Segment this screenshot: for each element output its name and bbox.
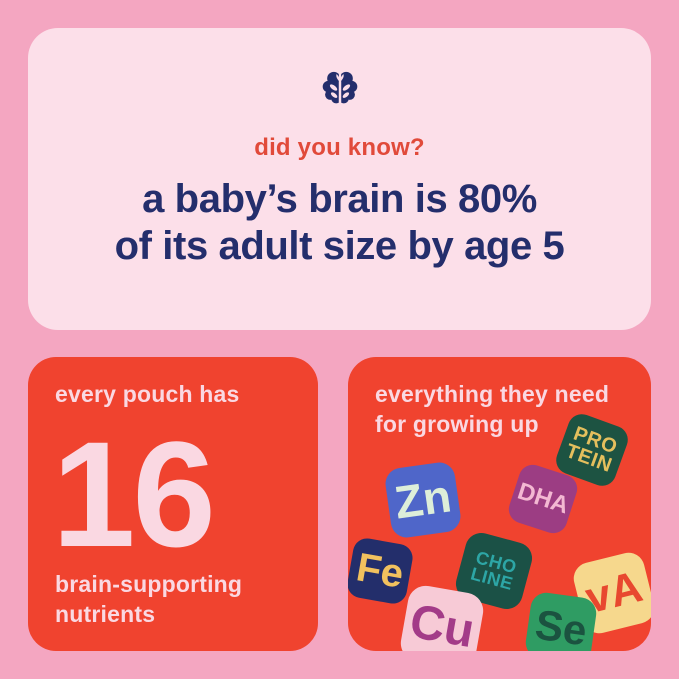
nutrient-tile-iron: Fe [348,536,415,606]
kicker-text: did you know? [254,134,425,161]
left-card-caption: brain-supporting nutrients [55,571,243,628]
left-card-heading: every pouch has [55,381,240,407]
brain-sprout-icon [322,70,357,105]
top-card: did you know? a baby’s brain is 80% of i… [28,28,651,330]
right-card-heading: everything they need for growing up [375,381,610,438]
right-card: everything they need for growing up Zn D… [348,357,651,651]
headline: a baby’s brain is 80% of its adult size … [114,177,565,268]
left-card: every pouch has 16 brain-supporting nutr… [28,357,318,651]
nutrient-tile-selenium: Se [523,590,599,651]
nutrient-count: 16 [52,410,216,578]
nutrient-tile-zinc: Zn [383,460,463,540]
